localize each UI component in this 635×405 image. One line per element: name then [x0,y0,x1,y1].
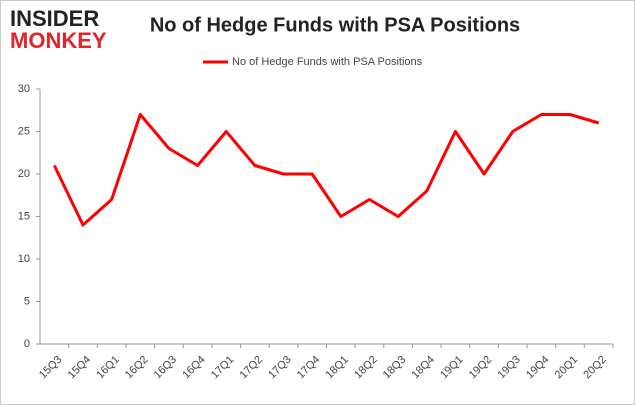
y-tick-label: 0 [24,338,30,350]
series-line [52,113,600,227]
chart-title: No of Hedge Funds with PSA Positions [150,14,520,36]
y-tick-label: 25 [18,125,30,137]
logo-bottom: MONKEY [10,28,107,53]
y-tick-label: 15 [18,210,30,222]
legend-label: No of Hedge Funds with PSA Positions [232,56,423,68]
y-tick-label: 20 [18,168,30,180]
y-tick-label: 5 [24,295,30,307]
logo-top: INSIDER [10,6,99,31]
y-tick-label: 30 [18,83,30,95]
y-tick-label: 10 [18,253,30,265]
